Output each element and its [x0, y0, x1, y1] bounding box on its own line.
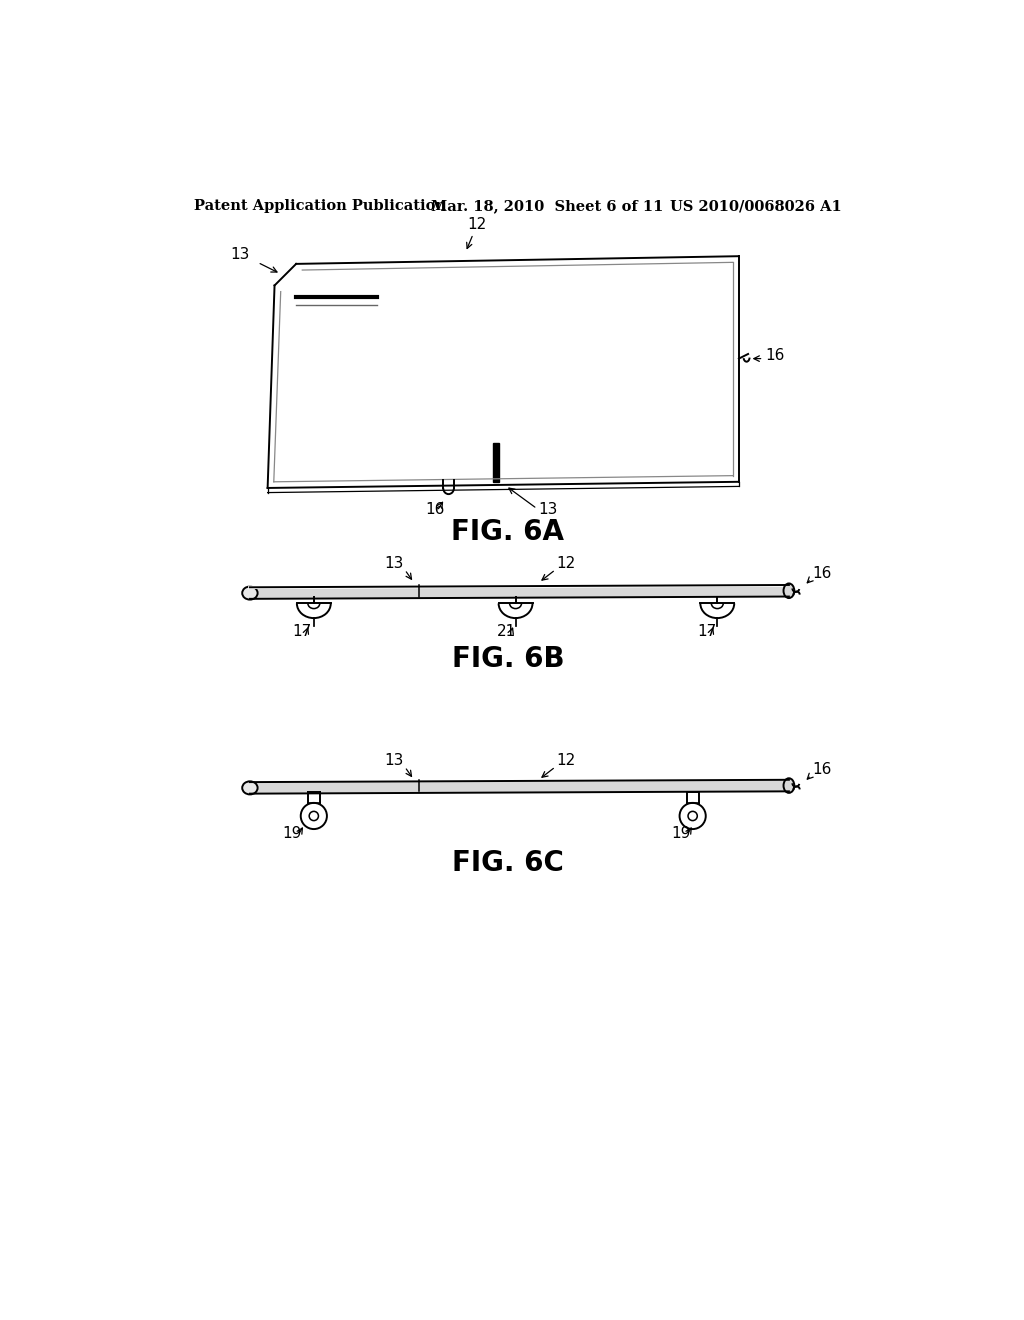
Text: 17: 17 — [292, 624, 311, 639]
Text: 16: 16 — [766, 348, 785, 363]
Text: Patent Application Publication: Patent Application Publication — [194, 199, 445, 213]
Text: 13: 13 — [539, 502, 558, 517]
Ellipse shape — [243, 586, 258, 599]
Ellipse shape — [783, 779, 795, 793]
Text: FIG. 6C: FIG. 6C — [452, 849, 564, 876]
Text: 12: 12 — [467, 218, 486, 232]
Polygon shape — [250, 780, 788, 793]
Text: 21: 21 — [497, 624, 516, 639]
Text: 16: 16 — [425, 502, 444, 517]
Text: 19: 19 — [283, 825, 302, 841]
Polygon shape — [250, 585, 788, 599]
Ellipse shape — [783, 583, 795, 598]
Text: 12: 12 — [556, 556, 575, 572]
Ellipse shape — [243, 781, 258, 795]
Text: 13: 13 — [384, 754, 403, 768]
Text: FIG. 6B: FIG. 6B — [452, 644, 564, 673]
Text: 16: 16 — [812, 566, 831, 581]
Bar — [494, 444, 500, 482]
Text: 12: 12 — [556, 754, 575, 768]
Text: 13: 13 — [384, 556, 403, 572]
Text: 16: 16 — [812, 763, 831, 777]
Text: Mar. 18, 2010  Sheet 6 of 11: Mar. 18, 2010 Sheet 6 of 11 — [431, 199, 664, 213]
Text: FIG. 6A: FIG. 6A — [452, 517, 564, 545]
Text: 17: 17 — [697, 624, 716, 639]
Text: US 2010/0068026 A1: US 2010/0068026 A1 — [670, 199, 842, 213]
Text: 19: 19 — [672, 825, 691, 841]
Text: 13: 13 — [230, 247, 250, 261]
